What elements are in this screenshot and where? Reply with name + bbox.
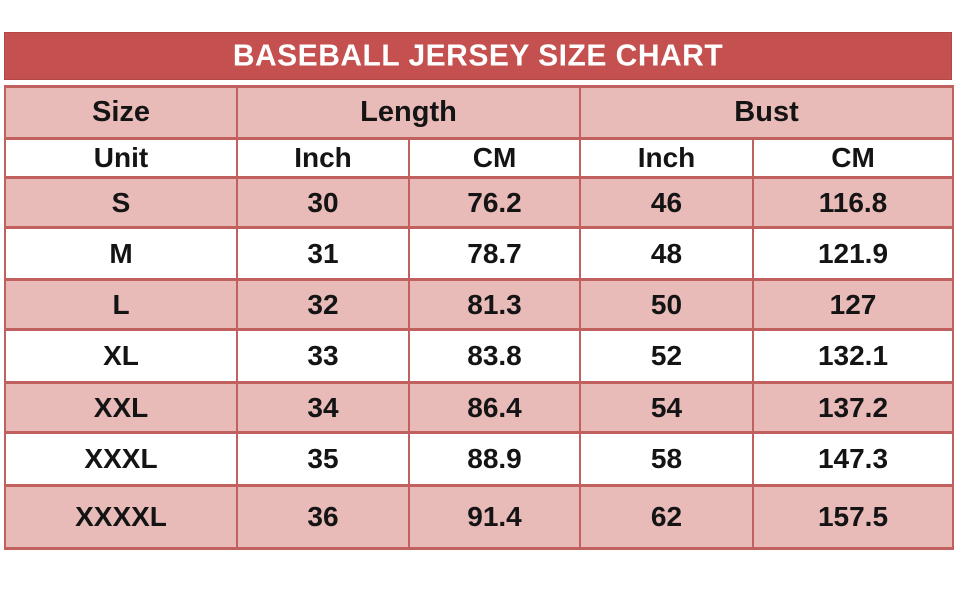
size-cell: S — [4, 176, 238, 229]
chart-title: BASEBALL JERSEY SIZE CHART — [232, 38, 724, 73]
length-inch-cell: 35 — [236, 431, 410, 487]
unit-header-row: Unit Inch CM Inch CM — [4, 137, 955, 179]
table-row-xxl: XXL 34 86.4 54 137.2 — [4, 381, 955, 434]
bust-inch-cell: 52 — [579, 328, 754, 384]
length-cm-cell: 88.9 — [408, 431, 581, 487]
table-row-s: S 30 76.2 46 116.8 — [4, 176, 955, 229]
group-header-row: Size Length Bust — [4, 85, 955, 140]
bust-inch-header-cell: Inch — [579, 137, 754, 179]
length-inch-cell: 32 — [236, 278, 410, 331]
bust-inch-cell: 54 — [579, 381, 754, 434]
length-inch-cell: 33 — [236, 328, 410, 384]
bust-cm-cell: 147.3 — [751, 431, 955, 487]
length-cm-cell: 91.4 — [408, 484, 581, 550]
size-cell: XXL — [4, 381, 238, 434]
table-row-l: L 32 81.3 50 127 — [4, 278, 955, 331]
bust-cm-cell: 137.2 — [751, 381, 955, 434]
chart-title-bar: BASEBALL JERSEY SIZE CHART — [4, 32, 952, 80]
bust-inch-cell: 46 — [579, 176, 754, 229]
bust-cm-header-cell: CM — [751, 137, 955, 179]
col-header-size: Size — [4, 85, 238, 140]
length-cm-header-cell: CM — [408, 137, 581, 179]
length-cm-cell: 83.8 — [408, 328, 581, 384]
size-cell: L — [4, 278, 238, 331]
size-chart-sheet: BASEBALL JERSEY SIZE CHART Size Length B… — [4, 32, 955, 550]
table-row-xl: XL 33 83.8 52 132.1 — [4, 328, 955, 384]
bust-inch-cell: 48 — [579, 226, 754, 281]
bust-cm-cell: 121.9 — [751, 226, 955, 281]
length-inch-cell: 31 — [236, 226, 410, 281]
unit-header-cell: Unit — [4, 137, 238, 179]
bust-cm-cell: 157.5 — [751, 484, 955, 550]
size-cell: M — [4, 226, 238, 281]
table-row-xxxl: XXXL 35 88.9 58 147.3 — [4, 431, 955, 487]
length-inch-header-cell: Inch — [236, 137, 410, 179]
length-inch-cell: 30 — [236, 176, 410, 229]
table-row-m: M 31 78.7 48 121.9 — [4, 226, 955, 281]
size-chart-table: Size Length Bust Unit Inch CM Inch CM S … — [4, 85, 955, 550]
bust-inch-cell: 58 — [579, 431, 754, 487]
col-header-length: Length — [236, 85, 581, 140]
length-cm-cell: 76.2 — [408, 176, 581, 229]
length-cm-cell: 81.3 — [408, 278, 581, 331]
size-cell: XXXL — [4, 431, 238, 487]
bust-cm-cell: 132.1 — [751, 328, 955, 384]
length-cm-cell: 78.7 — [408, 226, 581, 281]
bust-cm-cell: 127 — [751, 278, 955, 331]
bust-cm-cell: 116.8 — [751, 176, 955, 229]
col-header-bust: Bust — [578, 85, 955, 140]
length-inch-cell: 36 — [236, 484, 410, 550]
table-row-xxxxl: XXXXL 36 91.4 62 157.5 — [4, 484, 955, 550]
bust-inch-cell: 62 — [579, 484, 754, 550]
length-inch-cell: 34 — [236, 381, 410, 434]
length-cm-cell: 86.4 — [408, 381, 581, 434]
size-cell: XL — [4, 328, 238, 384]
size-cell: XXXXL — [4, 484, 238, 550]
bust-inch-cell: 50 — [579, 278, 754, 331]
